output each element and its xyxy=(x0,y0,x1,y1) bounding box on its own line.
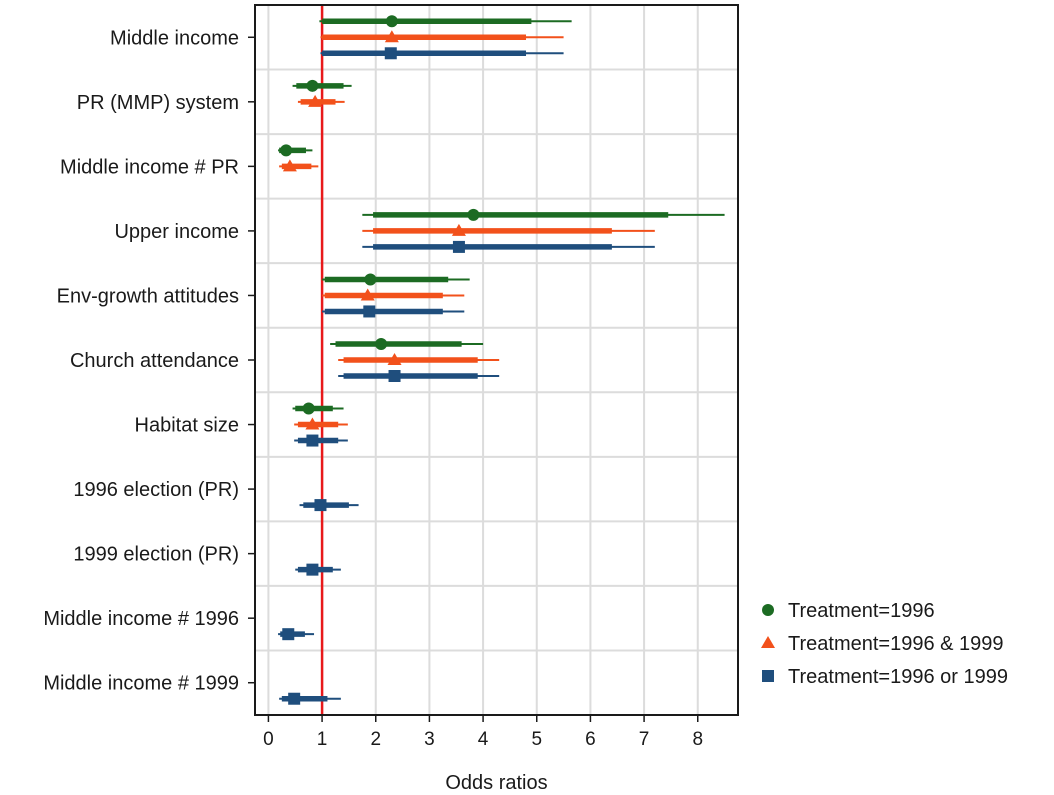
estimate-point xyxy=(360,288,375,301)
estimate-point xyxy=(282,159,297,172)
x-tick-label: 1 xyxy=(317,729,328,750)
legend-marker xyxy=(762,604,774,616)
estimate-point xyxy=(384,30,399,43)
estimate-point xyxy=(308,94,323,107)
category-label: Env-growth attitudes xyxy=(57,285,239,307)
x-tick-label: 6 xyxy=(585,729,596,750)
estimate-point xyxy=(451,223,466,236)
legend-label: Treatment=1996 & 1999 xyxy=(788,633,1004,655)
estimate-point xyxy=(302,402,315,415)
estimate-point xyxy=(306,79,319,92)
category-label: Middle income # 1996 xyxy=(43,608,239,630)
category-label: Upper income xyxy=(114,221,239,243)
x-tick-label: 7 xyxy=(639,729,650,750)
category-label: Habitat size xyxy=(135,415,240,437)
legend-marker xyxy=(761,636,775,648)
x-tick-label: 4 xyxy=(478,729,489,750)
estimate-point xyxy=(288,692,301,705)
legend-label: Treatment=1996 xyxy=(788,600,935,622)
x-axis-layer: 0 1 2 3 4 5 6 7 8 xyxy=(263,715,703,750)
estimate-point xyxy=(306,563,319,576)
legend-marker xyxy=(762,670,774,682)
estimate-point xyxy=(467,208,480,221)
estimate-point xyxy=(375,338,388,350)
category-label: 1996 election (PR) xyxy=(73,479,239,501)
x-axis-title: Odds ratios xyxy=(445,772,547,794)
estimate-point xyxy=(306,434,319,447)
x-tick-label: 0 xyxy=(263,729,274,750)
estimate-point xyxy=(385,15,398,28)
category-label: Middle income # PR xyxy=(60,156,239,178)
estimate-point xyxy=(280,144,293,157)
estimate-point xyxy=(314,499,327,512)
x-tick-label: 3 xyxy=(424,729,435,750)
legend-label: Treatment=1996 or 1999 xyxy=(788,666,1008,688)
estimate-point xyxy=(282,628,295,641)
legend: Treatment=1996 Treatment=1996 & 1999 Treat… xyxy=(761,600,1008,688)
estimate-point xyxy=(364,273,377,286)
category-label: 1999 election (PR) xyxy=(73,544,239,566)
estimate-point xyxy=(387,353,402,365)
estimate-point xyxy=(305,417,320,430)
x-tick-label: 2 xyxy=(370,729,381,750)
x-tick-label: 8 xyxy=(692,729,703,750)
x-tick-label: 5 xyxy=(531,729,542,750)
estimate-point xyxy=(384,47,397,60)
estimate-point xyxy=(388,370,401,382)
marks-layer xyxy=(278,15,725,705)
category-labels-layer: Middle income PR (MMP) system Middle incom… xyxy=(43,27,255,695)
category-label: PR (MMP) system xyxy=(77,92,239,114)
category-label: Middle income xyxy=(110,27,239,49)
category-label: Church attendance xyxy=(70,350,239,372)
category-label: Middle income # 1999 xyxy=(43,673,239,695)
estimate-point xyxy=(452,240,465,253)
estimate-point xyxy=(363,305,376,318)
